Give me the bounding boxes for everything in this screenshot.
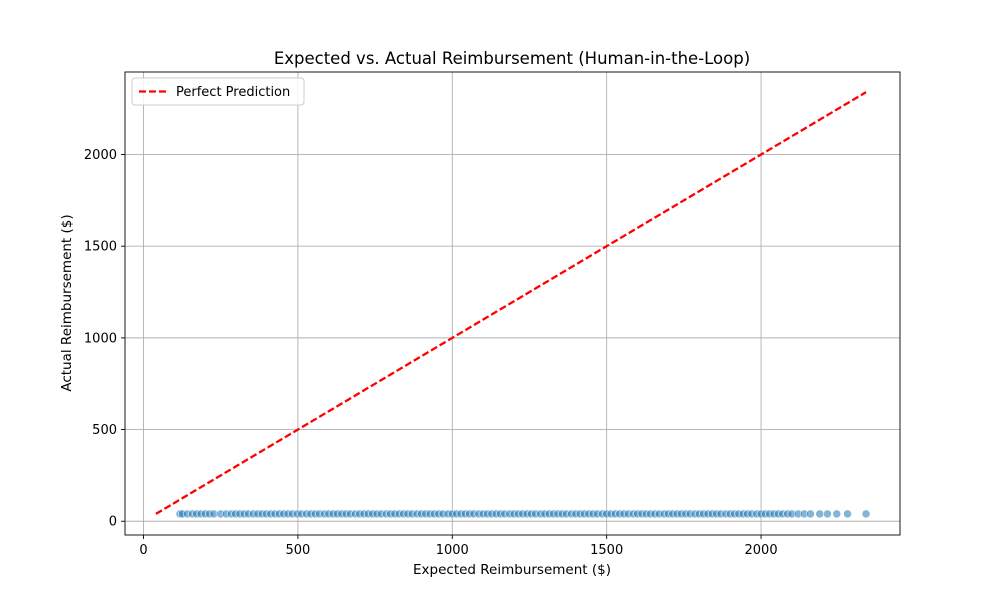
y-tick-label: 2000: [84, 148, 117, 163]
x-tick-label: 1000: [436, 543, 469, 558]
x-tick-label: 500: [285, 543, 310, 558]
x-axis-label: Expected Reimbursement ($): [413, 562, 611, 578]
y-axis-ticks: 0 500 1000 1500 2000: [84, 148, 125, 530]
chart-title: Expected vs. Actual Reimbursement (Human…: [274, 49, 750, 68]
plot-area-frame: [124, 71, 901, 536]
legend-entry-perfect-prediction: Perfect Prediction: [176, 85, 290, 100]
legend-box: [131, 77, 305, 106]
x-tick-label: 0: [139, 543, 147, 558]
scatter-point: [815, 509, 825, 519]
grid: [125, 72, 900, 535]
y-tick-label: 0: [109, 515, 117, 530]
scatter-point: [861, 509, 871, 519]
scatter-point: [832, 509, 842, 519]
scatter-points: [175, 509, 871, 519]
x-axis-ticks: 0 500 1000 1500 2000: [139, 535, 778, 558]
y-axis-label: Actual Reimbursement ($): [59, 214, 75, 391]
legend: Perfect Prediction: [131, 77, 305, 106]
x-tick-label: 2000: [745, 543, 778, 558]
y-tick-label: 500: [92, 423, 117, 438]
y-tick-label: 1000: [84, 331, 117, 346]
x-tick-label: 1500: [590, 543, 623, 558]
scatter-point: [843, 509, 852, 519]
scatter-point: [823, 509, 832, 519]
perfect-prediction-line: [155, 91, 867, 515]
reference-line-layer: [155, 91, 867, 515]
scatter-point: [806, 509, 815, 519]
y-tick-label: 1500: [84, 240, 117, 255]
